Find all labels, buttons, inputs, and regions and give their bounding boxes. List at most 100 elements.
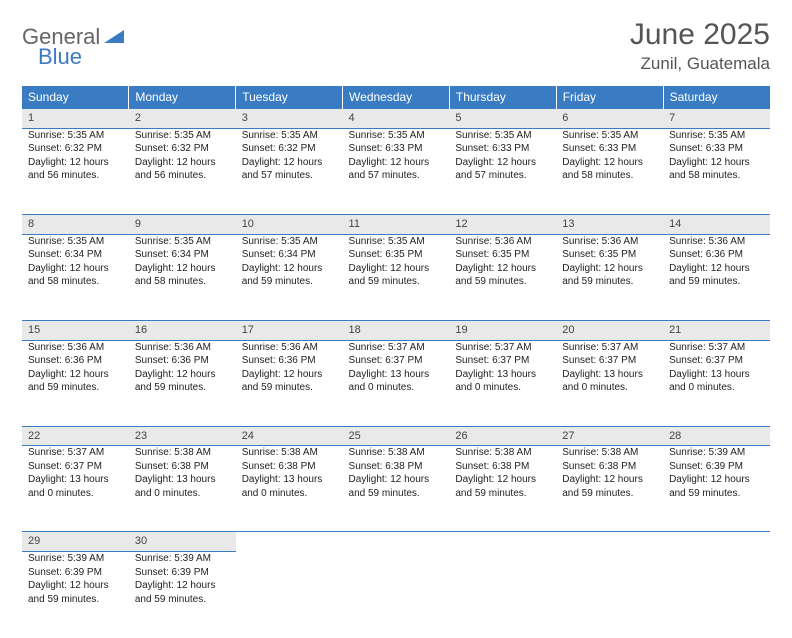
day-number-cell (236, 532, 343, 552)
day-d1: Daylight: 12 hours (455, 262, 550, 276)
day-number-cell (449, 532, 556, 552)
calendar-table: SundayMondayTuesdayWednesdayThursdayFrid… (22, 86, 770, 638)
day-d1: Daylight: 12 hours (669, 473, 764, 487)
day-number-cell: 15 (22, 320, 129, 340)
day-d1: Daylight: 12 hours (28, 262, 123, 276)
day-sr: Sunrise: 5:36 AM (135, 341, 230, 355)
day-d1: Daylight: 13 hours (455, 368, 550, 382)
day-detail-cell (236, 552, 343, 638)
day-number-cell: 2 (129, 109, 236, 129)
day-detail-cell: Sunrise: 5:35 AMSunset: 6:32 PMDaylight:… (22, 128, 129, 214)
day-sr: Sunrise: 5:35 AM (669, 129, 764, 143)
day-sr: Sunrise: 5:35 AM (135, 235, 230, 249)
day-d1: Daylight: 12 hours (455, 156, 550, 170)
day-d1: Daylight: 12 hours (349, 473, 444, 487)
day-number-cell: 5 (449, 109, 556, 129)
day-detail-cell: Sunrise: 5:36 AMSunset: 6:36 PMDaylight:… (663, 234, 770, 320)
day-d1: Daylight: 13 hours (562, 368, 657, 382)
day-detail-cell: Sunrise: 5:35 AMSunset: 6:34 PMDaylight:… (236, 234, 343, 320)
day-number-cell: 30 (129, 532, 236, 552)
day-sr: Sunrise: 5:38 AM (349, 446, 444, 460)
day-detail-cell: Sunrise: 5:37 AMSunset: 6:37 PMDaylight:… (556, 340, 663, 426)
day-ss: Sunset: 6:33 PM (455, 142, 550, 156)
day-detail-cell: Sunrise: 5:35 AMSunset: 6:33 PMDaylight:… (556, 128, 663, 214)
day-detail-cell: Sunrise: 5:35 AMSunset: 6:33 PMDaylight:… (449, 128, 556, 214)
day-d1: Daylight: 12 hours (135, 368, 230, 382)
day-d1: Daylight: 12 hours (242, 368, 337, 382)
day-d1: Daylight: 12 hours (28, 579, 123, 593)
day-sr: Sunrise: 5:35 AM (562, 129, 657, 143)
day-d2: and 59 minutes. (669, 275, 764, 289)
day-detail-cell (343, 552, 450, 638)
day-ss: Sunset: 6:37 PM (28, 460, 123, 474)
day-d1: Daylight: 12 hours (242, 262, 337, 276)
day-ss: Sunset: 6:34 PM (242, 248, 337, 262)
week-row: Sunrise: 5:36 AMSunset: 6:36 PMDaylight:… (22, 340, 770, 426)
day-d2: and 0 minutes. (562, 381, 657, 395)
day-number-cell (556, 532, 663, 552)
day-detail-cell: Sunrise: 5:35 AMSunset: 6:35 PMDaylight:… (343, 234, 450, 320)
day-ss: Sunset: 6:38 PM (242, 460, 337, 474)
day-number-cell: 16 (129, 320, 236, 340)
day-number-cell: 1 (22, 109, 129, 129)
day-d2: and 56 minutes. (135, 169, 230, 183)
day-number-row: 2930 (22, 532, 770, 552)
day-detail-cell: Sunrise: 5:35 AMSunset: 6:34 PMDaylight:… (22, 234, 129, 320)
day-sr: Sunrise: 5:35 AM (455, 129, 550, 143)
day-ss: Sunset: 6:38 PM (455, 460, 550, 474)
day-detail-cell: Sunrise: 5:39 AMSunset: 6:39 PMDaylight:… (663, 446, 770, 532)
day-number-cell: 18 (343, 320, 450, 340)
day-ss: Sunset: 6:33 PM (349, 142, 444, 156)
day-d2: and 0 minutes. (28, 487, 123, 501)
day-detail-cell: Sunrise: 5:37 AMSunset: 6:37 PMDaylight:… (449, 340, 556, 426)
day-ss: Sunset: 6:36 PM (669, 248, 764, 262)
day-d1: Daylight: 12 hours (135, 579, 230, 593)
day-d1: Daylight: 13 hours (28, 473, 123, 487)
day-detail-cell: Sunrise: 5:36 AMSunset: 6:35 PMDaylight:… (449, 234, 556, 320)
logo-blue-text: Blue (38, 44, 82, 70)
day-sr: Sunrise: 5:36 AM (562, 235, 657, 249)
week-row: Sunrise: 5:39 AMSunset: 6:39 PMDaylight:… (22, 552, 770, 638)
day-sr: Sunrise: 5:35 AM (135, 129, 230, 143)
day-d2: and 58 minutes. (28, 275, 123, 289)
day-number-cell (663, 532, 770, 552)
day-sr: Sunrise: 5:35 AM (349, 129, 444, 143)
weekday-header: Saturday (663, 86, 770, 109)
day-detail-cell: Sunrise: 5:35 AMSunset: 6:34 PMDaylight:… (129, 234, 236, 320)
day-number-cell: 24 (236, 426, 343, 446)
weekday-header: Friday (556, 86, 663, 109)
day-ss: Sunset: 6:37 PM (562, 354, 657, 368)
day-d1: Daylight: 13 hours (135, 473, 230, 487)
day-ss: Sunset: 6:38 PM (135, 460, 230, 474)
day-d1: Daylight: 12 hours (562, 473, 657, 487)
day-sr: Sunrise: 5:36 AM (455, 235, 550, 249)
day-detail-cell: Sunrise: 5:39 AMSunset: 6:39 PMDaylight:… (129, 552, 236, 638)
day-detail-cell: Sunrise: 5:38 AMSunset: 6:38 PMDaylight:… (129, 446, 236, 532)
day-d2: and 59 minutes. (135, 381, 230, 395)
day-d2: and 57 minutes. (349, 169, 444, 183)
day-number-cell: 25 (343, 426, 450, 446)
day-d1: Daylight: 12 hours (562, 156, 657, 170)
day-sr: Sunrise: 5:35 AM (28, 129, 123, 143)
day-number-cell (343, 532, 450, 552)
day-number-cell: 8 (22, 214, 129, 234)
day-d1: Daylight: 12 hours (349, 156, 444, 170)
day-d2: and 59 minutes. (455, 275, 550, 289)
day-d1: Daylight: 12 hours (135, 262, 230, 276)
day-detail-cell: Sunrise: 5:36 AMSunset: 6:36 PMDaylight:… (129, 340, 236, 426)
day-sr: Sunrise: 5:35 AM (242, 129, 337, 143)
day-d2: and 0 minutes. (135, 487, 230, 501)
day-d2: and 59 minutes. (455, 487, 550, 501)
header: General June 2025 Zunil, Guatemala (22, 18, 770, 74)
day-detail-cell: Sunrise: 5:36 AMSunset: 6:36 PMDaylight:… (22, 340, 129, 426)
day-ss: Sunset: 6:39 PM (669, 460, 764, 474)
day-number-cell: 9 (129, 214, 236, 234)
day-d1: Daylight: 12 hours (349, 262, 444, 276)
day-d2: and 59 minutes. (669, 487, 764, 501)
day-ss: Sunset: 6:32 PM (135, 142, 230, 156)
day-ss: Sunset: 6:35 PM (349, 248, 444, 262)
week-row: Sunrise: 5:37 AMSunset: 6:37 PMDaylight:… (22, 446, 770, 532)
day-number-cell: 3 (236, 109, 343, 129)
day-ss: Sunset: 6:39 PM (28, 566, 123, 580)
day-number-cell: 11 (343, 214, 450, 234)
